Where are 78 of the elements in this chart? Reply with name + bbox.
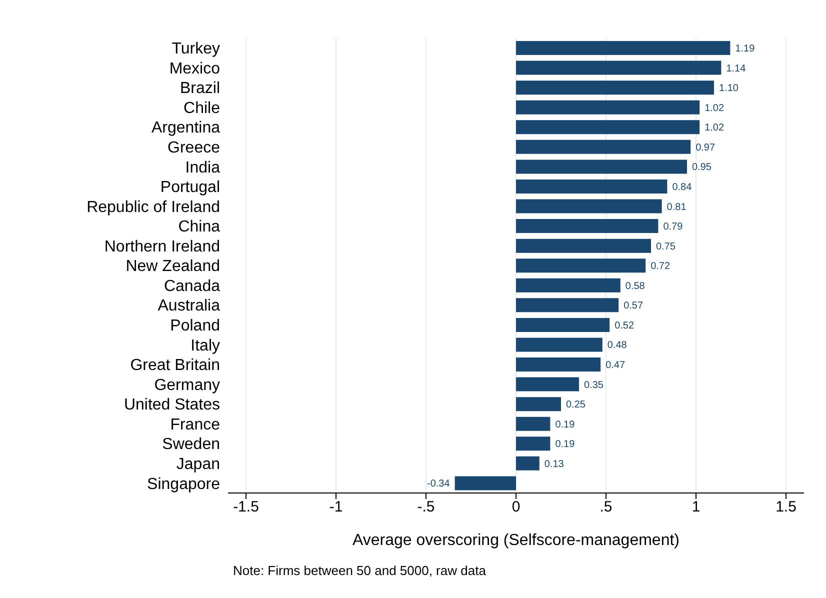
bar (454, 476, 516, 490)
data-label: -0.34 (427, 478, 450, 490)
data-label: 0.84 (672, 182, 692, 193)
y-tick-label: France (170, 416, 220, 434)
x-tick-label: 0 (512, 498, 520, 516)
y-tick-label: Turkey (172, 40, 220, 58)
bar (516, 219, 658, 234)
bar (516, 60, 722, 75)
x-tick-label: -.5 (417, 498, 435, 516)
data-label: 0.95 (692, 162, 712, 174)
bar (516, 160, 687, 174)
bar (516, 238, 651, 253)
y-tick-label: Japan (176, 456, 220, 474)
y-tick-label: India (185, 159, 220, 176)
bar (516, 120, 700, 134)
data-label: 1.19 (735, 44, 756, 54)
bar (516, 100, 700, 114)
y-tick-label: Greece (168, 139, 220, 156)
data-label: 0.52 (614, 320, 634, 332)
bar (516, 377, 579, 392)
data-label: 0.25 (566, 400, 586, 411)
y-tick-label: Brazil (180, 80, 220, 98)
bar (516, 436, 550, 451)
data-label: 0.19 (555, 419, 576, 430)
bar (516, 80, 714, 95)
data-label: 0.48 (607, 340, 628, 352)
bar (516, 298, 619, 312)
bar (516, 140, 691, 154)
data-label: 0.47 (606, 360, 626, 372)
data-label: 0.57 (624, 300, 644, 312)
y-tick-label: Northern Ireland (104, 238, 220, 256)
x-tick-label: -1.5 (233, 498, 259, 516)
data-label: 1.02 (704, 102, 724, 114)
data-label: 0.79 (663, 222, 684, 233)
data-label: 0.72 (650, 261, 670, 272)
data-label: 0.19 (555, 439, 576, 450)
y-tick-label: Great Britain (130, 357, 220, 374)
data-label: 1.14 (726, 63, 746, 74)
data-label: 0.81 (666, 202, 687, 213)
y-tick-label: Portugal (160, 179, 220, 196)
bar (516, 358, 601, 372)
text: Note: Firms between 50 and 5000, raw data (233, 563, 487, 578)
y-tick-label: Argentina (152, 120, 220, 137)
bar (516, 41, 730, 55)
bar (516, 416, 550, 431)
x-tick-label: -1 (329, 498, 343, 516)
data-label: 0.13 (544, 458, 564, 470)
y-tick-label: Italy (190, 337, 220, 354)
y-tick-label: Australia (158, 298, 220, 315)
bar (516, 258, 646, 273)
x-tick-label: 1 (692, 498, 700, 516)
bar (516, 318, 610, 332)
y-tick-label: United States (124, 396, 220, 414)
bar (516, 338, 602, 352)
y-tick-label: Poland (170, 318, 220, 335)
bar (516, 199, 662, 214)
bar (516, 397, 561, 412)
y-tick-label: Singapore (147, 476, 220, 493)
y-tick-label: China (178, 218, 220, 236)
data-label: 1.02 (704, 122, 724, 134)
x-tick-label: .5 (600, 498, 612, 516)
y-tick-label: Sweden (162, 436, 220, 454)
bar (516, 179, 668, 194)
data-label: 1.10 (719, 83, 739, 94)
x-tick-label: 1.5 (776, 498, 796, 516)
bar (516, 456, 540, 470)
y-tick-label: Germany (154, 376, 220, 394)
data-label: 0.58 (625, 280, 646, 292)
y-tick-label: Canada (164, 278, 220, 295)
y-tick-label: Republic of Ireland (86, 198, 220, 216)
y-tick-label: New Zealand (126, 258, 220, 276)
bar (516, 278, 620, 292)
data-label: 0.75 (656, 241, 676, 252)
y-tick-label: Chile (184, 100, 220, 117)
data-label: 0.97 (696, 142, 716, 154)
data-label: 0.35 (584, 380, 604, 391)
y-tick-label: Mexico (169, 60, 220, 78)
x-axis-title: Average overscoring (Selfscore-management) (352, 532, 680, 549)
